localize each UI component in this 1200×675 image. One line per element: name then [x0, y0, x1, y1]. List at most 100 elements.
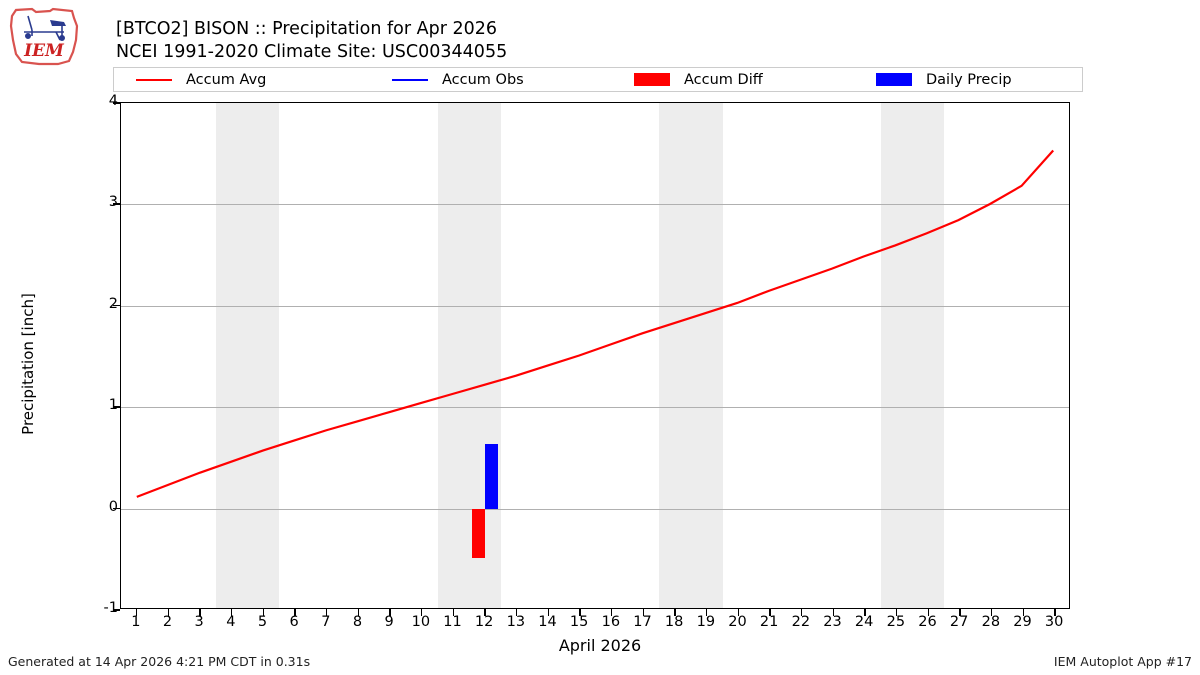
x-tick-label: 12 — [474, 614, 494, 630]
x-tick-mark — [389, 609, 391, 616]
x-tick-mark — [262, 609, 265, 616]
x-tick-mark — [515, 609, 518, 616]
legend-label-accum-obs: Accum Obs — [442, 71, 524, 88]
x-tick-label: 21 — [759, 614, 779, 630]
gridline-horizontal — [121, 508, 1069, 510]
footer-app-text: IEM Autoplot App #17 — [1053, 654, 1192, 669]
y-axis-label: Precipitation [inch] — [19, 293, 37, 435]
x-tick-mark — [1054, 609, 1056, 616]
x-tick-label: 27 — [949, 614, 969, 630]
legend-box-swatch-daily-precip — [876, 73, 912, 86]
x-tick-mark — [452, 609, 455, 616]
chart-plot-area — [120, 102, 1070, 609]
y-tick-mark — [113, 406, 120, 408]
x-tick-mark — [800, 609, 803, 616]
x-tick-label: 8 — [352, 614, 363, 630]
x-tick-label: 20 — [728, 614, 747, 630]
weather-station-mark — [24, 15, 66, 41]
x-tick-label: 23 — [823, 614, 842, 630]
chart-plot-inner — [121, 103, 1069, 608]
x-tick-label: 17 — [633, 614, 652, 630]
x-tick-mark — [769, 609, 771, 616]
x-tick-mark — [737, 609, 740, 616]
x-tick-label: 5 — [257, 614, 268, 630]
x-tick-mark — [230, 609, 233, 616]
x-tick-label: 9 — [384, 614, 394, 630]
x-tick-label: 22 — [791, 614, 811, 630]
bar-accum-diff — [472, 508, 486, 559]
iem-logo-text: IEM — [23, 41, 65, 61]
legend-item-accum-avg[interactable]: Accum Avg — [114, 72, 356, 88]
x-tick-mark — [927, 609, 930, 616]
x-tick-label: 28 — [981, 614, 1001, 630]
y-tick-label: 1 — [108, 397, 118, 414]
series-lines-layer — [136, 149, 1055, 498]
x-tick-label: 13 — [506, 614, 526, 630]
x-tick-label: 6 — [289, 614, 299, 630]
weekend-band — [881, 103, 945, 608]
y-tick-mark — [113, 102, 120, 104]
x-tick-label: 25 — [886, 614, 906, 630]
x-tick-label: 30 — [1044, 614, 1064, 630]
x-tick-label: 29 — [1013, 614, 1032, 630]
footer-generated-text: Generated at 14 Apr 2026 4:21 PM CDT in … — [8, 654, 311, 669]
x-axis-label: April 2026 — [558, 636, 642, 655]
y-tick-mark — [113, 203, 120, 205]
weekend-band — [659, 103, 723, 608]
legend-line-swatch-accum-avg — [136, 78, 172, 81]
legend-item-accum-diff[interactable]: Accum Diff — [598, 72, 840, 88]
x-tick-label: 16 — [601, 614, 621, 630]
page-title: [BTCO2] BISON :: Precipitation for Apr 2… — [116, 18, 1016, 64]
iem-logo-svg: IEM — [9, 7, 79, 66]
legend-item-daily-precip[interactable]: Daily Precip — [840, 72, 1082, 88]
x-tick-label: 14 — [538, 614, 557, 630]
x-tick-mark — [610, 609, 613, 616]
y-tick-label: 3 — [108, 194, 118, 211]
x-tick-label: 24 — [854, 614, 874, 630]
x-tick-mark — [325, 609, 328, 616]
x-tick-mark — [357, 609, 360, 616]
legend-label-daily-precip: Daily Precip — [926, 71, 1012, 88]
y-tick-label: 2 — [108, 295, 118, 312]
legend-item-accum-obs[interactable]: Accum Obs — [356, 72, 598, 88]
x-tick-label: 7 — [321, 614, 331, 630]
y-tick-label: 4 — [108, 93, 118, 109]
x-tick-mark — [705, 609, 708, 616]
y-tick-mark — [113, 507, 120, 510]
x-tick-label: 10 — [411, 614, 431, 630]
x-tick-mark — [642, 609, 645, 616]
x-tick-mark — [959, 609, 961, 616]
line-accum-avg — [136, 149, 1055, 498]
x-tick-mark — [864, 609, 866, 616]
x-tick-label: 26 — [918, 614, 937, 630]
chart-title-line2: NCEI 1991-2020 Climate Site: USC00344055 — [116, 42, 508, 62]
legend-line-swatch-accum-obs — [392, 78, 428, 81]
x-tick-mark — [547, 609, 550, 616]
x-tick-mark — [294, 609, 296, 616]
x-tick-mark — [832, 609, 835, 616]
x-tick-mark — [1022, 609, 1025, 616]
x-tick-mark — [579, 609, 581, 616]
x-tick-mark — [420, 609, 423, 616]
chart-legend: Accum Avg Accum Obs Accum Diff Daily Pre… — [113, 67, 1083, 92]
weekend-band — [437, 103, 501, 608]
gridline-horizontal — [121, 305, 1069, 307]
x-tick-mark — [674, 609, 676, 616]
x-tick-label: 2 — [162, 614, 173, 630]
chart-title-line1: [BTCO2] BISON :: Precipitation for Apr 2… — [116, 19, 498, 39]
y-tick-mark — [113, 304, 120, 307]
weekend-band — [216, 103, 280, 608]
gridline-horizontal — [121, 204, 1069, 206]
bar-daily-precip — [485, 443, 499, 509]
x-tick-mark — [167, 609, 170, 616]
x-tick-label: 1 — [131, 614, 141, 630]
x-tick-mark — [484, 609, 486, 616]
legend-label-accum-diff: Accum Diff — [684, 71, 763, 88]
x-tick-label: 15 — [569, 614, 589, 630]
x-tick-mark — [990, 609, 993, 616]
legend-label-accum-avg: Accum Avg — [186, 71, 267, 88]
y-tick-mark — [113, 609, 120, 611]
x-tick-label: 4 — [226, 614, 236, 630]
x-tick-mark — [895, 609, 898, 616]
x-tick-mark — [135, 609, 138, 616]
